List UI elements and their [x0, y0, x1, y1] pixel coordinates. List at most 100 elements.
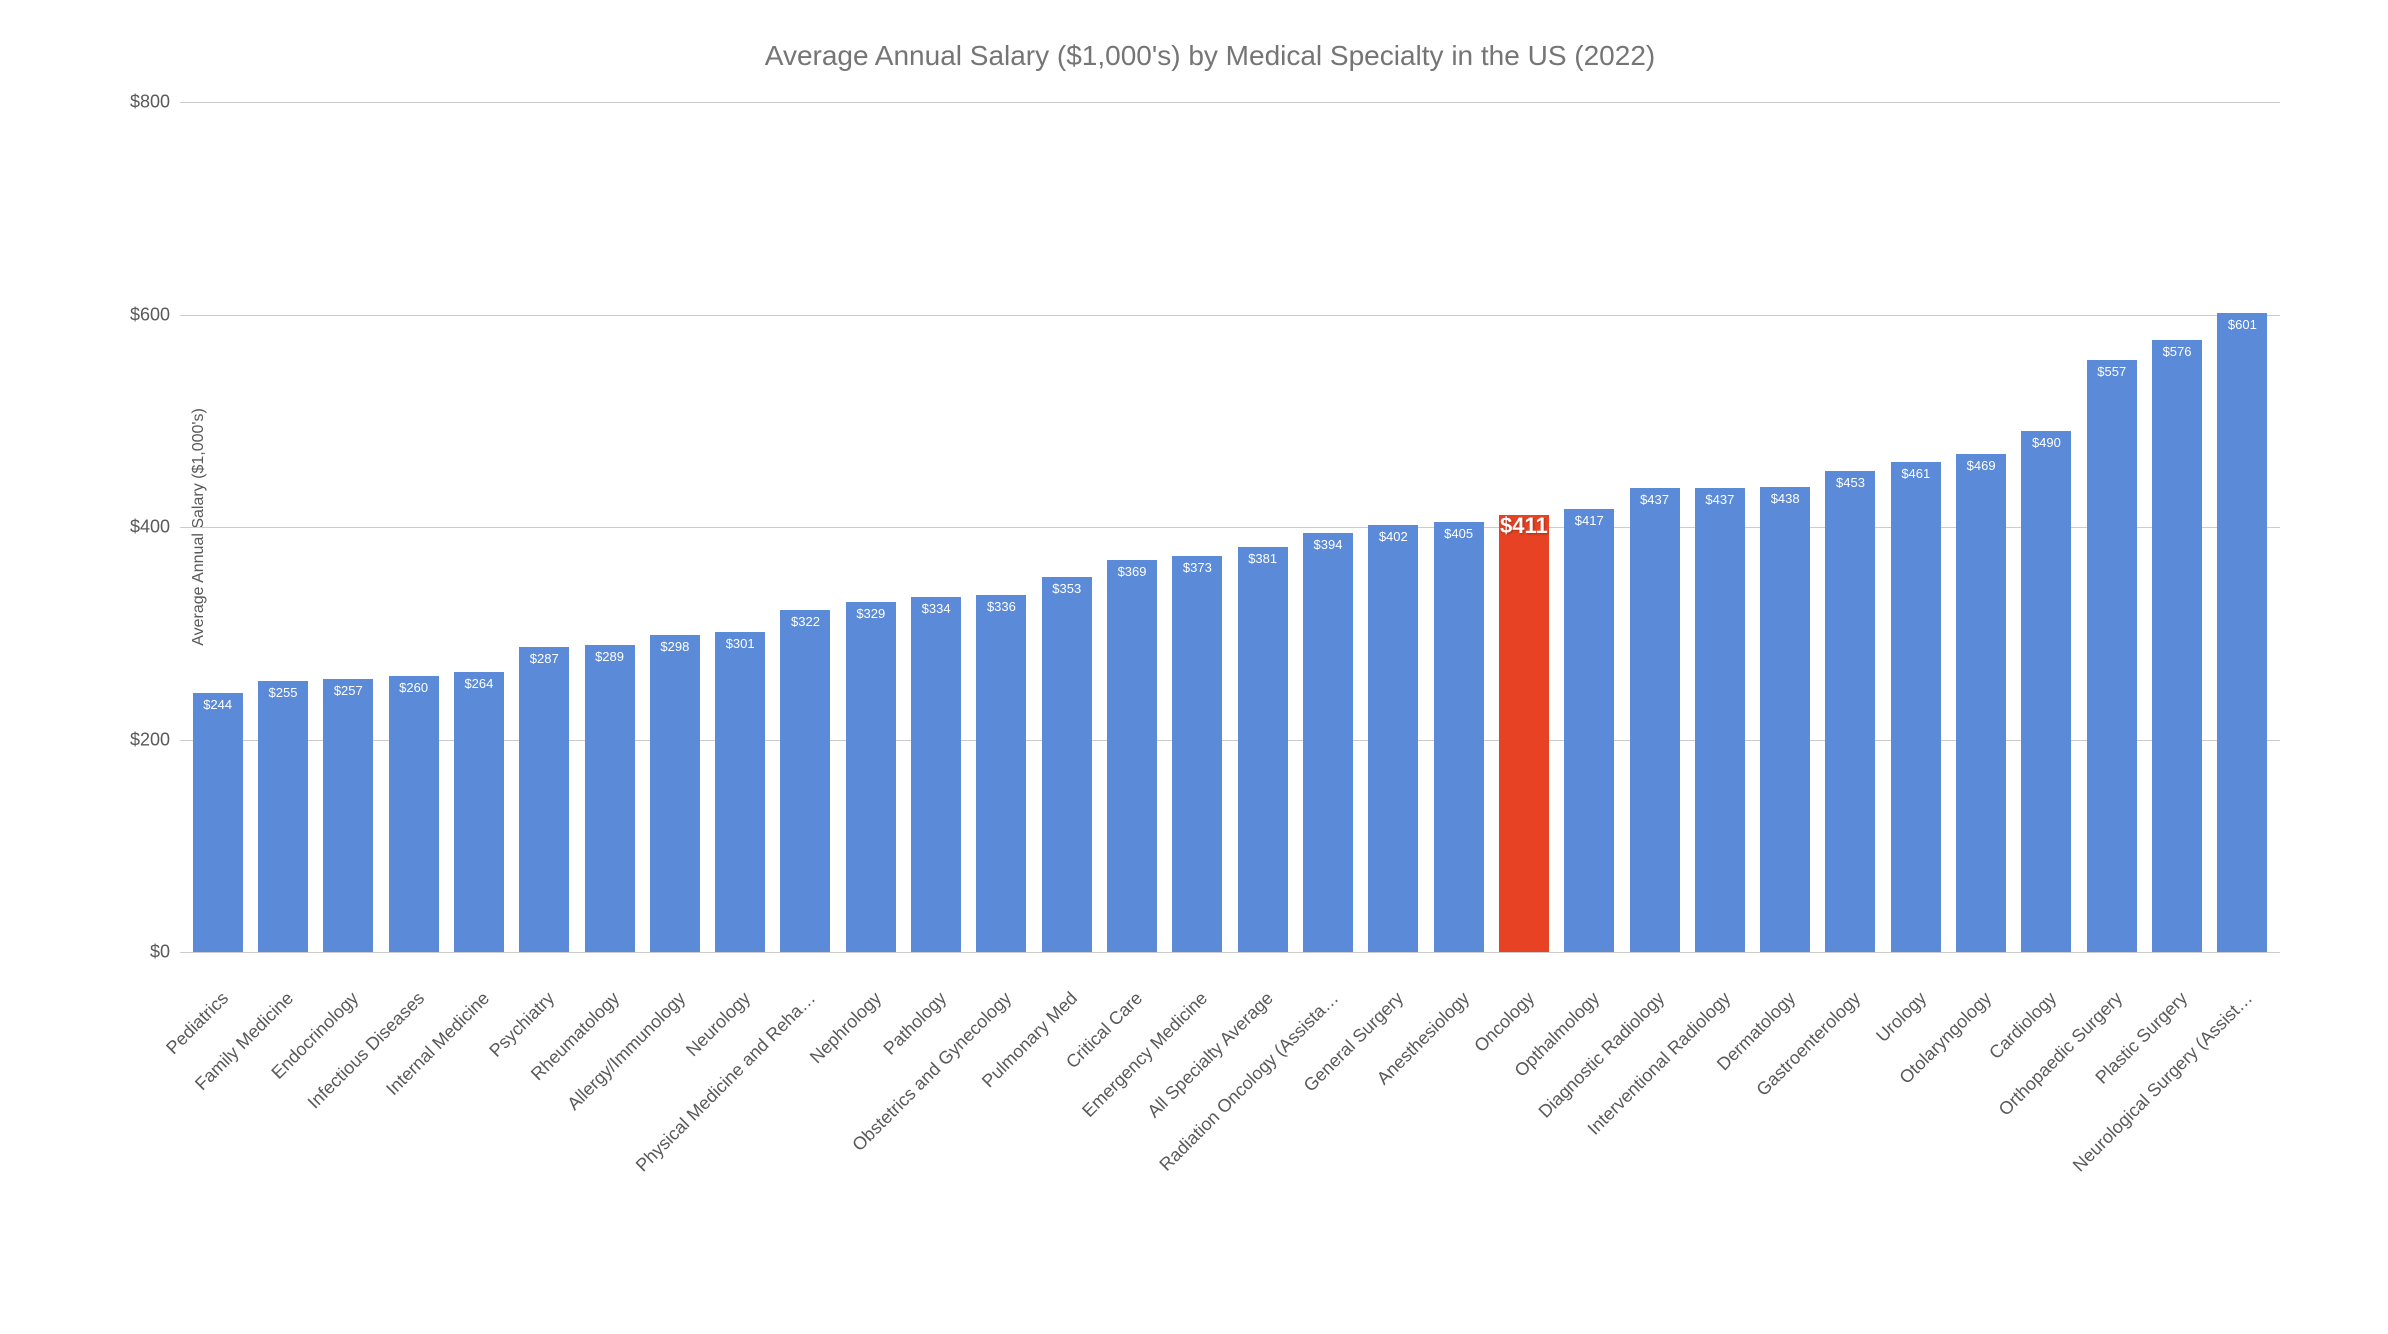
bar-value-label: $334 [922, 601, 951, 616]
bar-value-label: $411 [1500, 513, 1548, 539]
bar: $369 [1107, 560, 1157, 952]
bar-value-label: $289 [595, 649, 624, 664]
x-axis-category-label: Allergy/Immunology [563, 988, 690, 1115]
bar: $255 [258, 681, 308, 952]
bar-wrapper: $287 [515, 102, 574, 952]
bar: $469 [1956, 454, 2006, 952]
bar-wrapper: $405 [1429, 102, 1488, 952]
bar: $301 [715, 632, 765, 952]
bar-value-label: $469 [1967, 458, 1996, 473]
bar: $557 [2087, 360, 2137, 952]
bar-value-label: $244 [203, 697, 232, 712]
y-tick-label: $600 [130, 304, 170, 325]
x-axis-category-label: Oncology [1470, 988, 1539, 1057]
bar-wrapper: $244 [188, 102, 247, 952]
bar: $353 [1042, 577, 1092, 952]
bar-wrapper: $437 [1690, 102, 1749, 952]
bar: $394 [1303, 533, 1353, 952]
bar-value-label: $405 [1444, 526, 1473, 541]
bar-wrapper: $557 [2082, 102, 2141, 952]
bar-wrapper: $264 [449, 102, 508, 952]
bar-value-label: $576 [2163, 344, 2192, 359]
bar-wrapper: $411 [1494, 102, 1553, 952]
bar-wrapper: $260 [384, 102, 443, 952]
bar-value-label: $490 [2032, 435, 2061, 450]
bar: $402 [1368, 525, 1418, 952]
x-axis-category-label: All Specialty Average [1143, 988, 1277, 1122]
bar-wrapper: $322 [776, 102, 835, 952]
bar-value-label: $461 [1901, 466, 1930, 481]
bar-wrapper: $402 [1364, 102, 1423, 952]
bar-wrapper: $289 [580, 102, 639, 952]
x-axis-category-label: Orthopaedic Surgery [1994, 988, 2126, 1120]
bar-wrapper: $453 [1821, 102, 1880, 952]
bar: $437 [1695, 488, 1745, 952]
bar: $576 [2152, 340, 2202, 952]
bar-wrapper: $576 [2147, 102, 2206, 952]
bar-wrapper: $437 [1625, 102, 1684, 952]
bar-value-label: $287 [530, 651, 559, 666]
bar-wrapper: $469 [1951, 102, 2010, 952]
bars-container: $244 $255 $257 $260 $264 $287 $289 $298 $301 $322… [180, 102, 2280, 952]
bar-value-label: $329 [856, 606, 885, 621]
bar-value-label: $381 [1248, 551, 1277, 566]
bar-wrapper: $438 [1756, 102, 1815, 952]
bar-wrapper: $334 [906, 102, 965, 952]
bar-wrapper: $301 [711, 102, 770, 952]
bar-value-label: $301 [726, 636, 755, 651]
bar-wrapper: $417 [1560, 102, 1619, 952]
salary-chart: Average Annual Salary ($1,000's) by Medi… [120, 40, 2300, 1300]
bar-value-label: $373 [1183, 560, 1212, 575]
bar-value-label: $601 [2228, 317, 2257, 332]
bar-value-label: $260 [399, 680, 428, 695]
bar-wrapper: $298 [645, 102, 704, 952]
bar: $289 [585, 645, 635, 952]
x-axis-category-label: Diagnostic Radiology [1535, 988, 1669, 1122]
bar-value-label: $402 [1379, 529, 1408, 544]
bar-value-label: $437 [1705, 492, 1734, 507]
bar-wrapper: $601 [2213, 102, 2272, 952]
bar-wrapper: $369 [1102, 102, 1161, 952]
bar-value-label: $255 [269, 685, 298, 700]
bar: $298 [650, 635, 700, 952]
bar: $287 [519, 647, 569, 952]
bar-value-label: $438 [1771, 491, 1800, 506]
bar-value-label: $353 [1052, 581, 1081, 596]
bar: $329 [846, 602, 896, 952]
bar-wrapper: $381 [1233, 102, 1292, 952]
bar: $601 [2217, 313, 2267, 952]
gridline [180, 952, 2280, 953]
bar: $334 [911, 597, 961, 952]
bar: $411 [1499, 515, 1549, 952]
bar: $264 [454, 672, 504, 953]
x-axis-category-label: Emergency Medicine [1078, 988, 1212, 1122]
bar-wrapper: $329 [841, 102, 900, 952]
bar: $461 [1891, 462, 1941, 952]
bar-value-label: $453 [1836, 475, 1865, 490]
plot-area: Average Annual Salary ($1,000's) $0$200$… [180, 102, 2280, 952]
bar-value-label: $257 [334, 683, 363, 698]
y-tick-label: $200 [130, 729, 170, 750]
bar: $453 [1825, 471, 1875, 952]
bar-wrapper: $257 [319, 102, 378, 952]
bar: $244 [193, 693, 243, 952]
bar-wrapper: $336 [972, 102, 1031, 952]
bar-wrapper: $490 [2017, 102, 2076, 952]
y-tick-label: $800 [130, 92, 170, 113]
bar: $490 [2021, 431, 2071, 952]
bar-value-label: $394 [1314, 537, 1343, 552]
bar-value-label: $417 [1575, 513, 1604, 528]
bar-value-label: $264 [464, 676, 493, 691]
y-tick-label: $0 [150, 942, 170, 963]
bar-wrapper: $461 [1886, 102, 1945, 952]
bar-value-label: $336 [987, 599, 1016, 614]
bar-value-label: $557 [2097, 364, 2126, 379]
chart-title: Average Annual Salary ($1,000's) by Medi… [120, 40, 2300, 72]
bar-wrapper: $255 [253, 102, 312, 952]
x-axis-category-label: Infectious Diseases [303, 988, 428, 1113]
bar: $322 [780, 610, 830, 952]
bar: $417 [1564, 509, 1614, 952]
bar: $336 [976, 595, 1026, 952]
bar: $373 [1172, 556, 1222, 952]
x-axis-category-label: Urology [1872, 988, 1931, 1047]
